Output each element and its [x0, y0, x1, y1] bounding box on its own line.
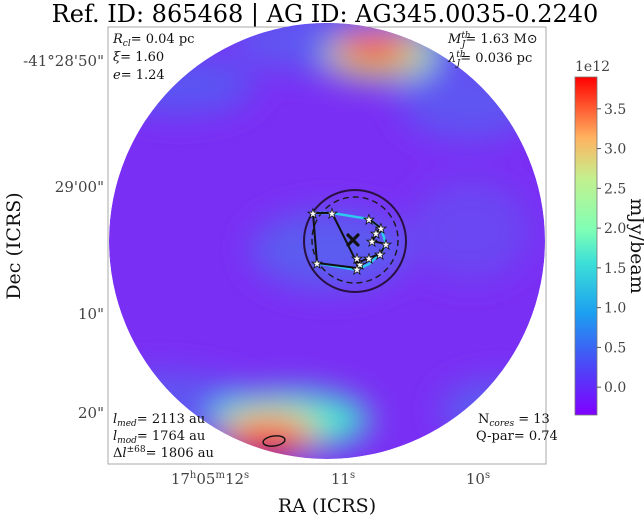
colorbar-gradient	[574, 76, 598, 416]
colorbar-tick-label: 0.5	[604, 340, 626, 356]
core-marker: ★	[307, 207, 319, 222]
core-marker: ★	[326, 207, 338, 222]
cluster-outer-circle	[303, 189, 407, 293]
mst-edge	[368, 218, 382, 229]
svg-text:lmed= 2113 au: lmed= 2113 au	[113, 412, 205, 429]
colorbar-tick-label: 3.0	[604, 142, 626, 158]
annotations-top-right: Mth J= 1.63 M⊙ λth J= 0.036 pc	[447, 31, 538, 69]
x-tick-labels: 17h05m12s 11s 10s	[171, 470, 490, 488]
core-marker: ★	[366, 235, 378, 250]
svg-text:e= 1.24: e= 1.24	[113, 68, 165, 83]
core-marker: ★	[351, 252, 363, 267]
x-tick-label: 11s	[331, 470, 355, 488]
mst-edges	[311, 211, 388, 272]
cluster-center-marker	[346, 233, 360, 247]
svg-text:ξ= 1.60: ξ= 1.60	[113, 50, 164, 65]
svg-text:lmod= 1764 au: lmod= 1764 au	[113, 429, 205, 446]
annotations-bottom-left: lmed= 2113 au lmod= 1764 au Δl±68= 1806 …	[113, 412, 214, 461]
mst-edge	[379, 243, 387, 255]
x-axis-label: RA (ICRS)	[278, 495, 376, 517]
svg-text:Ncores = 13: Ncores = 13	[478, 412, 550, 429]
core-marker: ★	[374, 248, 386, 263]
x-tick-label: 10s	[466, 470, 490, 488]
core-marker: ★	[363, 252, 375, 267]
y-axis-label: Dec (ICRS)	[3, 192, 25, 299]
cores: ★ ★ ★ ★ ★ ★ ★ ★ ★ ★ ★ ★ ★	[307, 207, 392, 279]
core-marker: ★	[380, 238, 392, 253]
cluster-inner-circle	[311, 196, 399, 284]
core-marker: ★	[351, 263, 363, 278]
intensity-map	[109, 23, 545, 459]
mst-edge	[375, 227, 382, 234]
y-tick-label: 29'00"	[55, 178, 104, 196]
y-tick-label: 10"	[78, 305, 104, 323]
core-marker: ★	[370, 227, 382, 242]
y-tick-label: -41°28'50"	[23, 52, 104, 70]
colorbar-tick-label: 1.5	[604, 261, 626, 277]
annotations-top-left: Rcl= 0.04 pc ξ= 1.60 e= 1.24	[112, 32, 194, 83]
colorbar-tick-label: 2.0	[604, 221, 626, 237]
core-marker: ★	[354, 258, 366, 273]
colorbar-tick-label: 2.5	[604, 181, 626, 197]
y-tick-label: 20"	[78, 404, 104, 422]
core-marker: ★	[363, 213, 375, 228]
mst-edge	[312, 212, 318, 264]
colorbar: 1e12 0.0 0.5 1.0 1.5 2.0 2.5 3.0 3.5 mJy/beam	[574, 59, 644, 416]
colorbar-scale-label: 1e12	[575, 59, 610, 75]
colorbar-tick-label: 3.5	[604, 102, 626, 118]
x-tick-label: 17h05m12s	[171, 470, 249, 488]
y-tick-labels: -41°28'50" 29'00" 10" 20"	[23, 52, 104, 422]
svg-text:Rcl= 0.04 pc: Rcl= 0.04 pc	[112, 32, 194, 49]
colorbar-label: mJy/beam	[626, 198, 644, 294]
core-marker: ★	[375, 222, 387, 237]
mst-edge	[371, 240, 387, 245]
colorbar-tick-label: 0.0	[604, 380, 626, 396]
core-marker: ★	[311, 257, 323, 272]
mst-edge	[356, 257, 370, 264]
svg-text:Q-par= 0.74: Q-par= 0.74	[476, 429, 558, 444]
beam-ellipse	[262, 435, 286, 447]
mst-edge	[316, 262, 358, 269]
mst-edge	[331, 212, 358, 264]
mst-edge	[368, 253, 381, 259]
colorbar-ticks: 0.0 0.5 1.0 1.5 2.0 2.5 3.0 3.5	[597, 102, 626, 396]
colorbar-tick-label: 1.0	[604, 301, 626, 317]
